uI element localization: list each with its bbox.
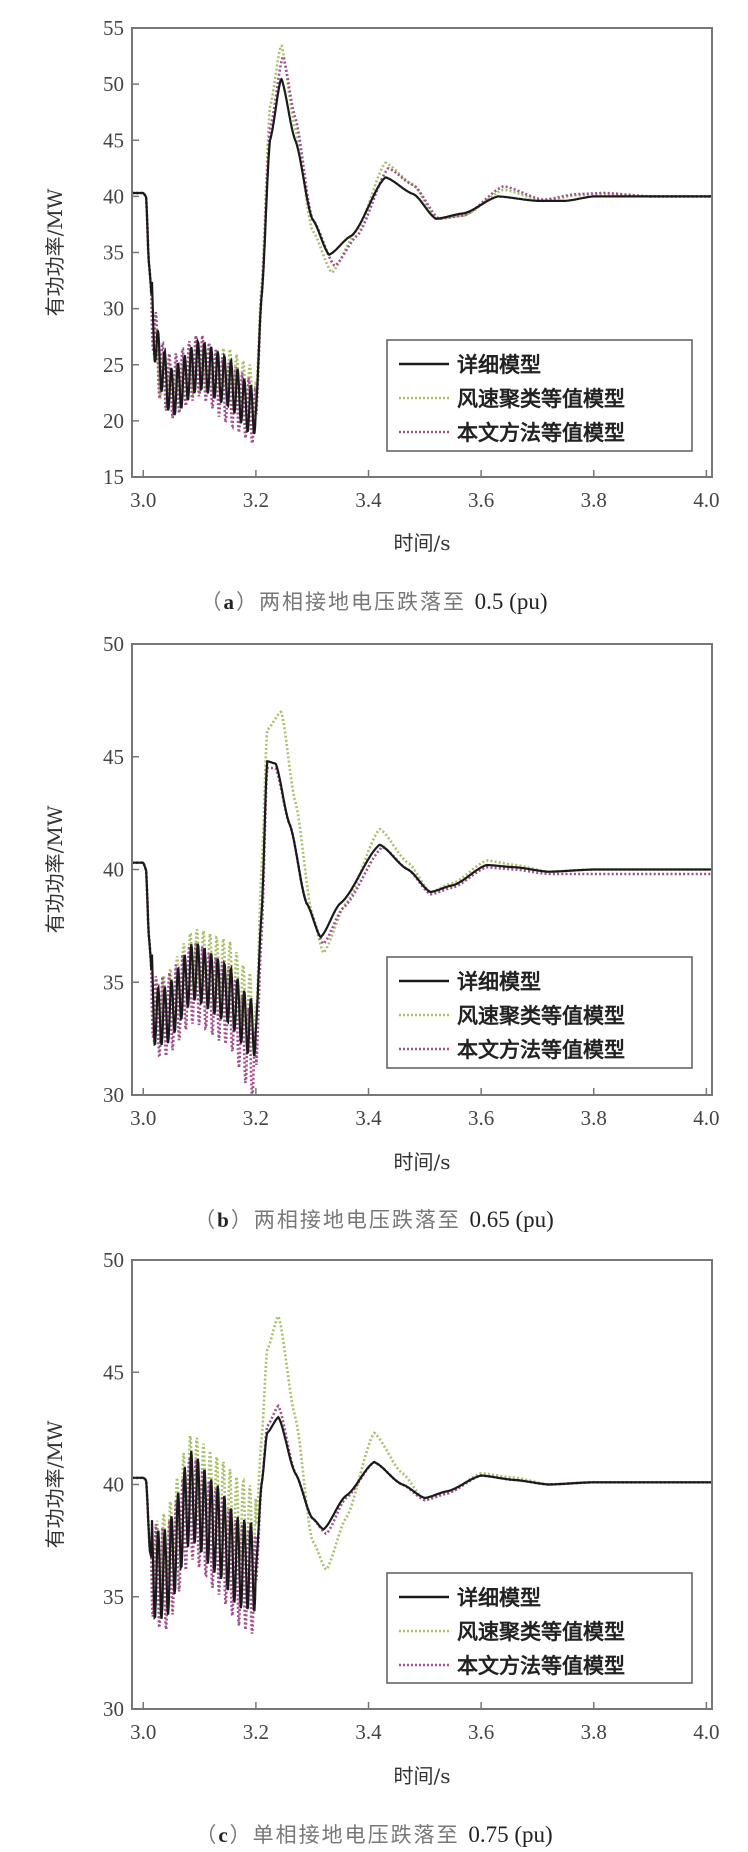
caption-c-value: 0.75 xyxy=(468,1822,509,1847)
y-tick-label: 35 xyxy=(103,241,124,265)
caption-b-unit: (pu) xyxy=(509,1207,554,1232)
caption-c-tag: c xyxy=(218,1823,230,1847)
caption-a-value: 0.5 xyxy=(474,589,504,614)
caption-c-unit: (pu) xyxy=(508,1822,553,1847)
y-tick-label: 40 xyxy=(103,858,124,882)
series-group xyxy=(132,1313,712,1635)
y-tick-label: 50 xyxy=(103,1248,124,1272)
x-tick-label: 3.0 xyxy=(130,1720,156,1744)
x-tick-label: 3.6 xyxy=(468,488,494,512)
caption-a-prefix: （ xyxy=(200,590,224,614)
x-tick-label: 3.4 xyxy=(355,1106,382,1130)
caption-c-text: ）单相接地电压跌落至 xyxy=(229,1823,469,1847)
y-tick-label: 45 xyxy=(103,128,124,152)
caption-c-prefix: （ xyxy=(195,1823,219,1847)
x-tick-label: 3.6 xyxy=(468,1720,494,1744)
y-axis-label: 有功功率/MW xyxy=(43,1420,67,1548)
legend-label-2: 本文方法等值模型 xyxy=(457,420,625,445)
caption-b-prefix: （ xyxy=(194,1208,218,1232)
series-group xyxy=(132,710,712,1095)
series-line-2 xyxy=(132,52,712,446)
y-tick-label: 40 xyxy=(103,1473,124,1497)
chart-c-plot: 30 35 40 45 50 3.0 3.2 3.4 3.6 3.8 4.0 时间/s 有功功率/MW 详… xyxy=(43,1248,719,1788)
y-tick-label: 30 xyxy=(103,1083,124,1107)
caption-a-text: ）两相接地电压跌落至 xyxy=(235,590,475,614)
y-tick-label: 50 xyxy=(103,72,124,96)
caption-a-tag: a xyxy=(223,590,236,614)
legend-label-1: 风速聚类等值模型 xyxy=(457,386,625,411)
chart-a-plot: 15 20 25 30 35 40 45 50 55 3.0 3.2 3.4 3.6 3.8 4.0 时间/s… xyxy=(43,16,719,555)
caption-c: （c）单相接地电压跌落至 0.75 (pu) xyxy=(0,1819,748,1849)
y-tick-label: 30 xyxy=(103,1697,124,1721)
y-axis-label: 有功功率/MW xyxy=(43,805,67,933)
legend-label-1: 风速聚类等值模型 xyxy=(457,1003,625,1028)
legend-label-2: 本文方法等值模型 xyxy=(457,1653,625,1678)
caption-a: （a）两相接地电压跌落至 0.5 (pu) xyxy=(0,586,748,616)
caption-b-value: 0.65 xyxy=(469,1207,510,1232)
caption-a-unit: (pu) xyxy=(503,589,548,614)
y-tick-label: 25 xyxy=(103,353,124,377)
legend-label-1: 风速聚类等值模型 xyxy=(457,1619,625,1644)
series-line-1 xyxy=(132,1313,712,1603)
legend-box xyxy=(386,339,693,452)
x-axis-label: 时间/s xyxy=(393,1764,450,1788)
x-axis-label: 时间/s xyxy=(393,1150,450,1174)
x-tick-label: 3.2 xyxy=(243,1106,269,1130)
x-tick-label: 4.0 xyxy=(693,1106,719,1130)
legend-box xyxy=(386,1572,693,1684)
x-tick-label: 3.8 xyxy=(581,1720,607,1744)
x-axis-label: 时间/s xyxy=(393,531,450,555)
series-line-0 xyxy=(132,1415,712,1620)
x-tick-label: 4.0 xyxy=(693,488,719,512)
y-tick-label: 20 xyxy=(103,409,124,433)
legend-label-0: 详细模型 xyxy=(457,969,541,994)
x-tick-label: 3.8 xyxy=(581,488,607,512)
y-tick-label: 35 xyxy=(103,1585,124,1609)
y-tick-label: 45 xyxy=(103,745,124,769)
series-line-0 xyxy=(132,77,712,435)
series-group xyxy=(132,44,712,446)
legend-box xyxy=(386,956,693,1069)
x-tick-label: 3.6 xyxy=(468,1106,494,1130)
legend-label-2: 本文方法等值模型 xyxy=(457,1037,625,1062)
x-tick-label: 3.0 xyxy=(130,1106,156,1130)
caption-b: （b）两相接地电压跌落至 0.65 (pu) xyxy=(0,1204,748,1234)
y-tick-label: 40 xyxy=(103,184,124,208)
y-tick-label: 50 xyxy=(103,632,124,656)
y-axis-label: 有功功率/MW xyxy=(43,188,67,316)
x-tick-label: 3.4 xyxy=(355,1720,382,1744)
y-tick-label: 15 xyxy=(103,465,124,489)
series-line-0 xyxy=(132,760,712,1057)
y-tick-label: 30 xyxy=(103,297,124,321)
x-tick-label: 4.0 xyxy=(693,1720,719,1744)
legend-label-0: 详细模型 xyxy=(457,352,541,377)
x-tick-label: 3.2 xyxy=(243,488,269,512)
y-tick-label: 55 xyxy=(103,16,124,40)
x-tick-label: 3.4 xyxy=(355,488,382,512)
caption-b-text: ）两相接地电压跌落至 xyxy=(230,1208,470,1232)
caption-b-tag: b xyxy=(217,1208,231,1232)
y-tick-label: 35 xyxy=(103,970,124,994)
y-tick-label: 45 xyxy=(103,1360,124,1384)
x-tick-label: 3.8 xyxy=(581,1106,607,1130)
x-tick-label: 3.0 xyxy=(130,488,156,512)
chart-b-plot: 30 35 40 45 50 3.0 3.2 3.4 3.6 3.8 4.0 时间/s 有功功率/MW 详… xyxy=(43,632,719,1174)
x-tick-label: 3.2 xyxy=(243,1720,269,1744)
legend-label-0: 详细模型 xyxy=(457,1585,541,1610)
